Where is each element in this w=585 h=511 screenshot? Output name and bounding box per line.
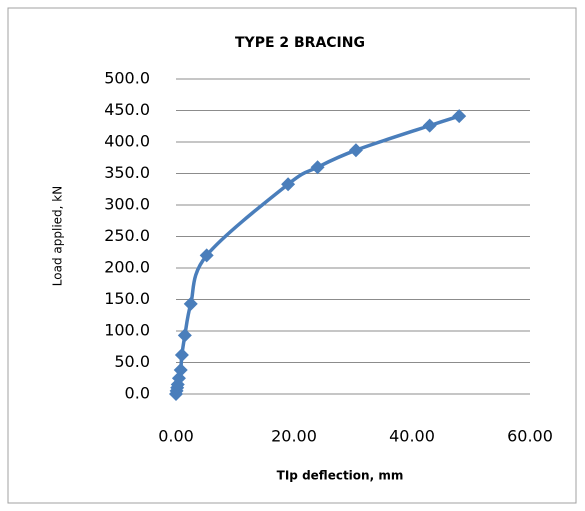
point-marker	[173, 363, 188, 378]
y-tick-label: 350.0	[104, 163, 150, 182]
y-tick-label: 500.0	[104, 69, 150, 88]
point-marker	[281, 177, 296, 192]
x-tick-label: 0.00	[158, 427, 194, 446]
y-tick-label: 150.0	[104, 289, 150, 308]
point-marker	[452, 109, 467, 124]
point-marker	[174, 347, 189, 362]
point-marker	[348, 143, 363, 158]
y-tick-label: 0.0	[125, 384, 150, 403]
chart-border	[7, 7, 577, 504]
x-tick-label: 60.00	[507, 427, 553, 446]
y-axis-label: Load applied, kN	[51, 186, 65, 286]
point-marker	[310, 160, 325, 175]
y-tick-label: 50.0	[114, 352, 150, 371]
point-marker	[177, 328, 192, 343]
y-tick-label: 250.0	[104, 226, 150, 245]
y-tick-label: 400.0	[104, 132, 150, 151]
x-axis-label: TIp deflection, mm	[277, 469, 404, 483]
point-marker	[422, 118, 437, 133]
y-tick-label: 300.0	[104, 195, 150, 214]
x-tick-label: 20.00	[271, 427, 317, 446]
chart-title: TYPE 2 BRACING	[235, 35, 365, 51]
y-tick-label: 100.0	[104, 321, 150, 340]
x-tick-label: 40.00	[389, 427, 435, 446]
y-tick-label: 450.0	[104, 100, 150, 119]
y-tick-label: 200.0	[104, 258, 150, 277]
point-marker	[183, 296, 198, 311]
point-marker	[199, 248, 214, 263]
